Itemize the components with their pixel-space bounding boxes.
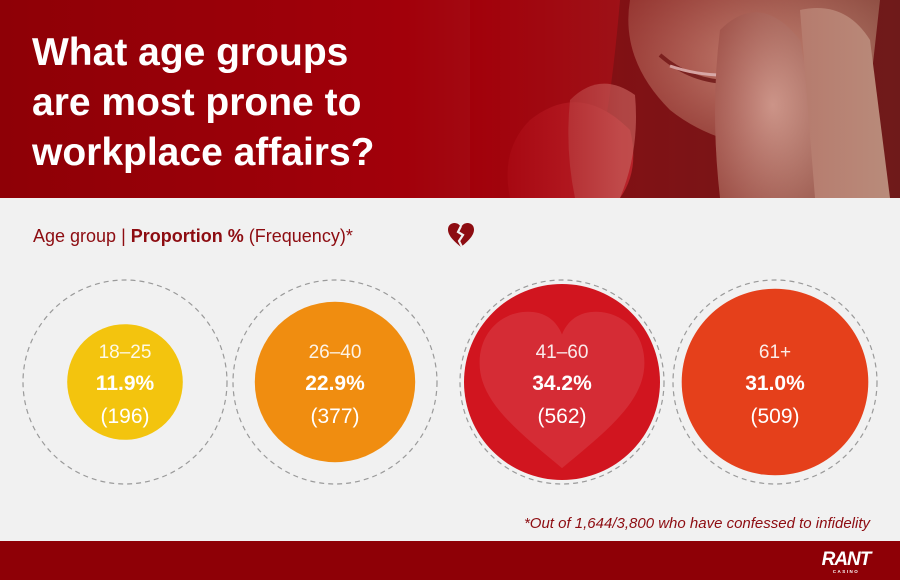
svg-text:CASINO: CASINO [833, 569, 860, 574]
bubble-value-label-4: 31.0% [745, 372, 805, 395]
bubble-value-label-2: 22.9% [305, 372, 365, 395]
bubble-category-label-4: 61+ [759, 342, 791, 363]
bubble-3 [464, 284, 660, 480]
frequency-label: (Frequency)* [248, 226, 353, 246]
chart-legend-label: Age group | Proportion % (Frequency)* [33, 224, 353, 248]
header-banner: What age groups are most prone to workpl… [0, 0, 900, 198]
age-group-label: Age group | [33, 226, 126, 246]
bubble-1 [67, 324, 183, 440]
svg-text:RANT: RANT [822, 549, 873, 570]
bubble-frequency-label-1: (196) [100, 405, 149, 428]
heart-watermark-icon [479, 311, 645, 469]
age-group-chart: 18–25 11.9% (196) 26–40 22.9% (377) 41–60 34.2%… [22, 279, 878, 485]
title-line-1: What age groups [32, 31, 349, 74]
footer-bar: RANT CASINO [0, 541, 900, 580]
bubble-frequency-label-4: (509) [750, 405, 799, 428]
page-title: What age groups are most prone to workpl… [32, 28, 502, 178]
rant-casino-logo: RANT CASINO [822, 549, 874, 574]
bubble-category-label-3: 41–60 [536, 342, 589, 363]
bubble-4 [681, 288, 869, 476]
bubble-outline-1 [22, 279, 228, 485]
bubble-value-label-1: 11.9% [96, 372, 155, 395]
bubble-frequency-label-2: (377) [310, 405, 359, 428]
bubble-outline-4 [672, 279, 878, 485]
bubble-2 [254, 301, 416, 463]
bubble-frequency-label-3: (562) [537, 405, 586, 428]
title-line-2: are most prone to [32, 81, 362, 124]
broken-heart-icon [448, 223, 474, 248]
header-photo [470, 0, 900, 198]
title-line-3: workplace affairs? [32, 131, 375, 174]
bubble-category-label-1: 18–25 [99, 342, 152, 363]
bubble-category-label-2: 26–40 [309, 342, 362, 363]
proportion-label: Proportion % [130, 226, 244, 246]
bubble-outline-2 [232, 279, 438, 485]
bubble-outline-3 [459, 279, 665, 485]
bubble-value-label-3: 34.2% [532, 372, 592, 395]
footnote: *Out of 1,644/3,800 who have confessed t… [523, 515, 870, 532]
